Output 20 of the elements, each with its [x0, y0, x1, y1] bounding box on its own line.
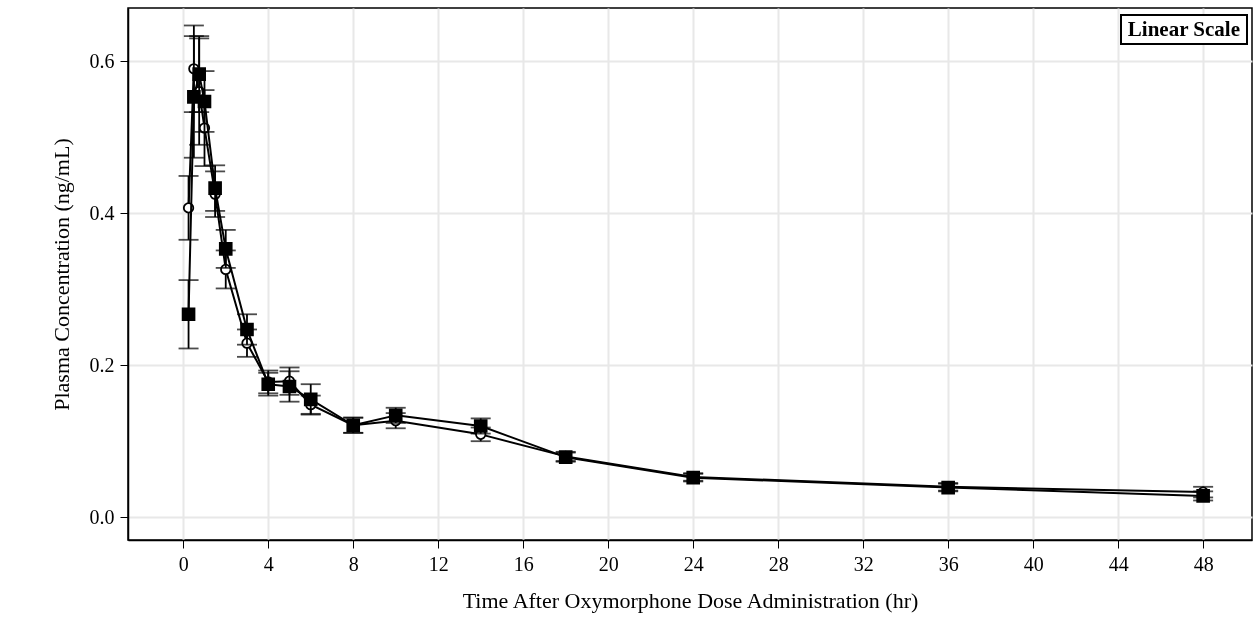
x-tick-label: 12: [428, 552, 449, 575]
y-tick-label: 0.0: [89, 505, 115, 528]
x-tick-label: 16: [513, 552, 534, 575]
y-axis-title: Plasma Concentration (ng/mL): [48, 138, 74, 411]
x-tick-label: 20: [598, 552, 619, 575]
y-tick-label: 0.6: [89, 49, 115, 72]
x-tick-label: 24: [683, 552, 704, 575]
x-tick-label: 40: [1023, 552, 1044, 575]
x-tick-label: 0: [178, 552, 189, 575]
x-tick-label: 48: [1193, 552, 1214, 575]
y-tick-label: 0.4: [89, 201, 115, 224]
y-tick-label: 0.2: [89, 353, 115, 376]
x-tick-label: 28: [768, 552, 789, 575]
x-tick-label: 36: [938, 552, 959, 575]
x-tick-label: 44: [1108, 552, 1129, 575]
x-tick-label: 4: [263, 552, 274, 575]
x-tick-label: 8: [348, 552, 359, 575]
x-axis-title: Time After Oxymorphone Dose Administration (hr): [462, 587, 919, 613]
annotation: Linear Scale: [1119, 14, 1248, 45]
x-tick-label: 32: [853, 552, 874, 575]
